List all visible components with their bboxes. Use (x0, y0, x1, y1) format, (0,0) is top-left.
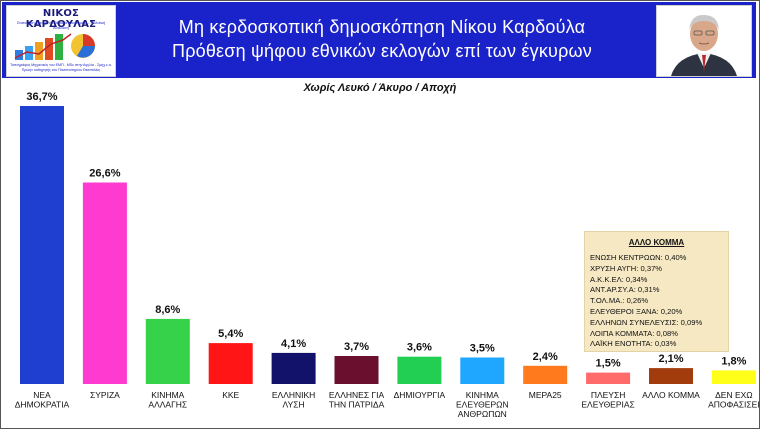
other-parties-list: ΕΝΩΣΗ ΚΕΝΤΡΩΩΝ: 0,40% ΧΡΥΣΗ ΑΥΓΗ: 0,37% Α.… (590, 253, 702, 350)
category-label: ΑΛΛΟ ΚΟΜΜΑ (642, 390, 700, 400)
category-label-line: ΛΥΣΗ (283, 400, 305, 410)
category-label: ΚΙΝΗΜΑ ΕΛΕΥΘΕΡΩΝ ΑΝΘΡΩΠΩΝ (456, 390, 509, 419)
header-banner: ΝΙΚΟΣ ΚΑΡΔΟΥΛΑΣ Στατιστική έρευνα σε θέμ… (2, 2, 756, 78)
author-photo (656, 5, 752, 77)
logo-footer: Τοπογράφος Μηχανικός του ΕΜΠ - MSc στην … (10, 63, 112, 72)
category-label-line: ΔΗΜΙΟΥΡΓΙΑ (394, 390, 446, 400)
category-label-line: ΕΛΛΗΝΕΣ ΓΙΑ (329, 390, 385, 400)
other-party-item: ΧΡΥΣΗ ΑΥΓΗ: 0,37% (590, 263, 663, 273)
title-line-1: Μη κερδοσκοπική δημοσκόπηση Νίκου Καρδού… (178, 17, 586, 37)
other-party-item: ΛΟΙΠΑ ΚΟΜΜΑΤΑ: 0,08% (590, 328, 678, 338)
category-label: ΠΛΕΥΣΗ ΕΛΕΥΘΕΡΙΑΣ (581, 390, 634, 410)
data-label: 1,5% (596, 358, 621, 370)
category-label-line: ΣΥΡΙΖΑ (90, 390, 120, 400)
category-label-line: ΔΕΝ ΕΧΩ (715, 390, 753, 400)
category-label-line: ΚΙΝΗΜΑ (151, 390, 184, 400)
logo-tagline: Στατιστική έρευνα σε θέματα οικονομίας -… (16, 20, 106, 30)
category-label-line: ΚΚΕ (222, 390, 239, 400)
data-label: 3,6% (407, 342, 432, 354)
title-line-2: Πρόθεση ψήφου εθνικών εκλογών επί των έγ… (172, 41, 592, 61)
category-label: ΔΗΜΙΟΥΡΓΙΑ (394, 390, 446, 400)
bar (460, 357, 505, 384)
category-label: ΚΙΝΗΜΑ ΑΛΛΑΓΗΣ (148, 390, 187, 410)
other-party-item: ΕΛΕΥΘΕΡΟΙ ΞΑΝΑ: 0,20% (590, 306, 683, 316)
data-label: 26,6% (89, 168, 120, 180)
data-label: 1,8% (721, 355, 746, 367)
bar (145, 318, 190, 384)
bar (649, 368, 693, 384)
category-label: ΝΕΑ ΔΗΜΟΚΡΑΤΙΑ (15, 390, 70, 410)
chart-subtitle: Χωρίς Λευκό / Άκυρο / Αποχή (303, 82, 457, 94)
other-parties-box: ΑΛΛΟ ΚΟΜΜΑ ΕΝΩΣΗ ΚΕΝΤΡΩΩΝ: 0,40% ΧΡΥΣΗ ΑΥ… (584, 231, 729, 352)
other-party-item: ΕΛΛΗΝΩΝ ΣΥΝΕΛΕΥΣΙΣ: 0,09% (590, 317, 703, 327)
other-party-item: ΕΝΩΣΗ ΚΕΝΤΡΩΩΝ: 0,40% (590, 253, 687, 262)
category-label-line: ΠΛΕΥΣΗ (591, 390, 626, 400)
bar (397, 356, 442, 384)
category-label-line: ΑΛΛΟ ΚΟΜΜΑ (642, 390, 700, 400)
bar (208, 343, 253, 384)
category-label-line: ΕΛΕΥΘΕΡΩΝ (456, 400, 509, 410)
category-label: ΣΥΡΙΖΑ (90, 390, 120, 400)
other-party-item: ΛΑΪΚΗ ΕΝΟΤΗΤΑ: 0,03% (590, 339, 677, 349)
bar (334, 356, 379, 384)
bar (711, 370, 756, 384)
author-portrait-icon (657, 6, 751, 76)
category-label: ΕΛΛΗΝΕΣ ΓΙΑ ΤΗΝ ΠΑΤΡΙΔΑ (329, 390, 385, 410)
category-label-line: ΑΛΛΑΓΗΣ (148, 400, 187, 410)
category-label-line: ΚΙΝΗΜΑ (466, 390, 499, 400)
category-label-line: ΕΛΕΥΘΕΡΙΑΣ (581, 400, 634, 410)
data-label: 2,4% (533, 351, 558, 363)
other-party-item: Α.Κ.Κ.ΕΛ: 0,34% (590, 274, 648, 284)
bar (523, 365, 568, 384)
other-parties-title: ΑΛΛΟ ΚΟΜΜΑ (628, 238, 685, 247)
category-label: ΕΛΛΗΝΙΚΗ ΛΥΣΗ (272, 390, 315, 410)
category-label-line: ΝΕΑ (33, 390, 51, 400)
logo-name: ΝΙΚΟΣ ΚΑΡΔΟΥΛΑΣ (25, 8, 97, 30)
pollster-logo: ΝΙΚΟΣ ΚΑΡΔΟΥΛΑΣ Στατιστική έρευνα σε θέμ… (6, 5, 116, 77)
category-label-line: ΕΛΛΗΝΙΚΗ (272, 390, 315, 400)
data-label: 8,6% (155, 304, 180, 316)
category-label-line: ΑΠΟΦΑΣΙΣΕΙ (708, 400, 760, 410)
data-label: 4,1% (281, 338, 306, 350)
logo-bar-graphic-icon (14, 33, 95, 60)
data-label: 3,7% (344, 341, 369, 353)
category-label-line: ΔΗΜΟΚΡΑΤΙΑ (15, 400, 70, 410)
category-label-line: ΤΗΝ ΠΑΤΡΙΔΑ (329, 400, 385, 410)
bar (20, 106, 64, 384)
page-title: Μη κερδοσκοπική δημοσκόπηση Νίκου Καρδού… (132, 15, 632, 63)
category-label-line: ΑΝΘΡΩΠΩΝ (458, 409, 507, 419)
other-party-item: ΑΝΤ.ΑΡ.ΣΥ.Α: 0,31% (590, 285, 660, 295)
bar (586, 372, 631, 384)
bar (82, 182, 127, 384)
other-party-item: Τ.ΟΛ.ΜΑ.: 0,26% (590, 296, 649, 306)
data-label: 5,4% (218, 328, 243, 340)
category-label: ΜΕΡΑ25 (529, 390, 562, 400)
category-label-line: ΜΕΡΑ25 (529, 390, 562, 400)
data-label: 2,1% (658, 353, 683, 365)
data-label: 36,7% (26, 91, 57, 103)
category-label: ΚΚΕ (222, 390, 239, 400)
category-label: ΔΕΝ ΕΧΩ ΑΠΟΦΑΣΙΣΕΙ (708, 390, 760, 410)
data-label: 3,5% (470, 343, 495, 355)
bar (271, 352, 316, 384)
